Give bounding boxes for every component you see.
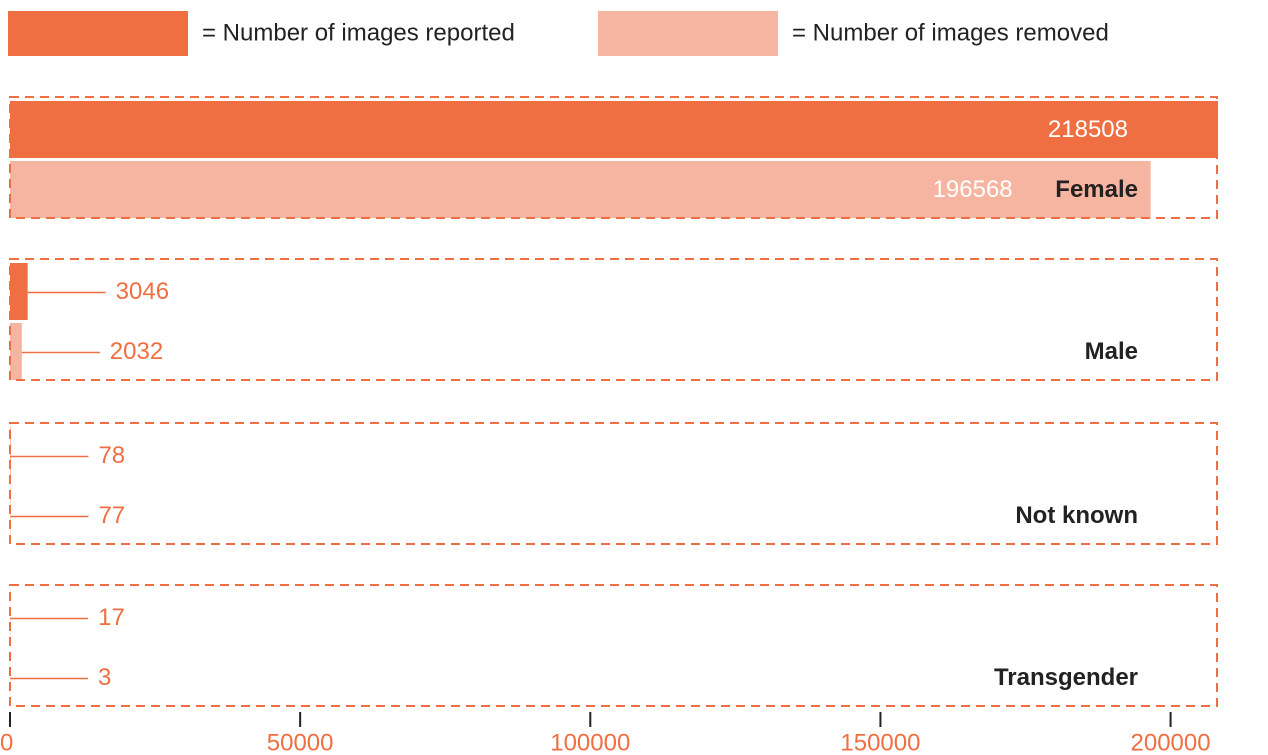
value-label: 2032: [110, 338, 163, 365]
x-tick-label: 200000: [1131, 729, 1211, 755]
x-tick-label: 50000: [267, 729, 334, 755]
x-tick-label: 150000: [840, 729, 920, 755]
value-label: 218508: [1048, 116, 1128, 143]
value-label: 77: [98, 502, 125, 529]
value-label: 3: [98, 664, 111, 691]
value-label: 78: [98, 442, 125, 469]
bar: [10, 161, 1151, 218]
value-label: 17: [98, 604, 125, 631]
category-label: Not known: [1015, 502, 1138, 529]
category-label: Transgender: [994, 664, 1138, 691]
plot-area: [10, 101, 1218, 706]
group-frame: [9, 258, 1218, 381]
legend-label: = Number of images reported: [202, 19, 515, 46]
value-label: 3046: [116, 278, 169, 305]
x-tick-label: 0: [0, 729, 13, 755]
legend-label: = Number of images removed: [792, 19, 1109, 46]
category-label: Female: [1055, 176, 1138, 203]
legend-swatch: [598, 11, 778, 56]
group-frame: [9, 422, 1218, 545]
x-tick-label: 100000: [550, 729, 630, 755]
category-label: Male: [1085, 338, 1138, 365]
bar: [10, 323, 22, 380]
legend-swatch: [8, 11, 188, 56]
bar: [10, 101, 1218, 158]
value-label: 196568: [933, 176, 1013, 203]
bar: [10, 263, 28, 320]
group-frame: [9, 584, 1218, 707]
group-frame: [9, 96, 1218, 219]
